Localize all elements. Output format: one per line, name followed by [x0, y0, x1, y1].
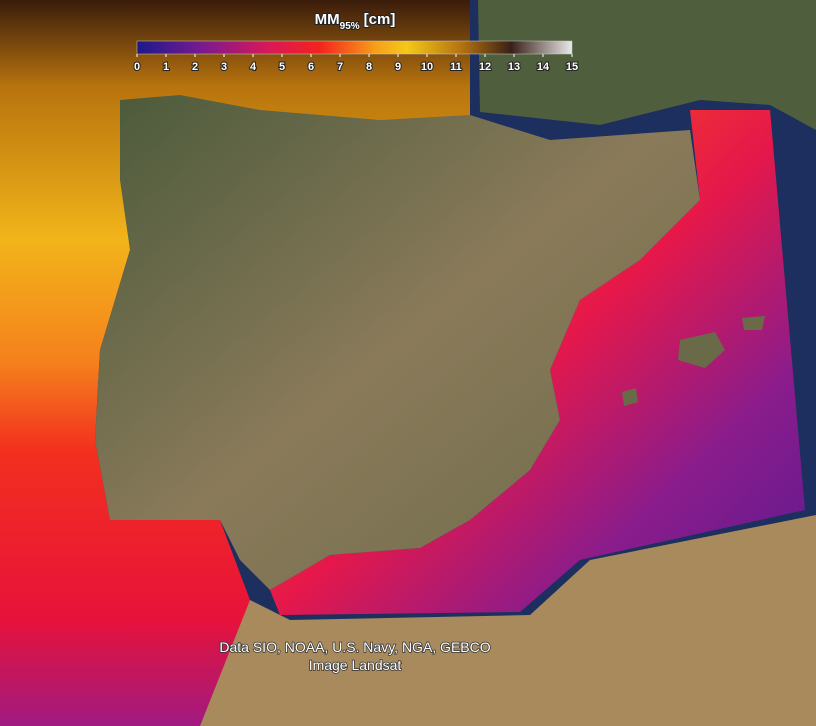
colorbar-tick-label: 9	[395, 61, 401, 73]
africa-land	[200, 515, 816, 726]
title-main: MM	[315, 11, 340, 28]
colorbar-tick-label: 14	[537, 61, 550, 73]
colorbar-tick-label: 10	[421, 61, 433, 73]
mallorca	[678, 332, 725, 368]
ibiza	[622, 388, 638, 406]
colorbar-tick-label: 13	[508, 61, 520, 73]
colorbar-tick-label: 8	[366, 61, 372, 73]
attribution: Data SIO, NOAA, U.S. Navy, NGA, GEBCO	[219, 639, 490, 655]
title-unit: [cm]	[364, 11, 396, 28]
attribution: Image Landsat	[309, 657, 402, 673]
france-land	[478, 0, 816, 130]
colorbar-tick-label: 0	[134, 61, 140, 73]
colorbar-tick-label: 3	[221, 61, 227, 73]
colorbar-tick-label: 6	[308, 61, 314, 73]
mediterranean-field	[270, 110, 805, 615]
colorbar-tick-label: 12	[479, 61, 491, 73]
colorbar-tick-label: 11	[450, 61, 462, 73]
colorbar-tick-label: 7	[337, 61, 343, 73]
colorbar	[136, 40, 573, 55]
menorca	[742, 316, 765, 330]
title-subscript: 95%	[340, 21, 360, 32]
atlantic-field	[0, 0, 470, 726]
colorbar-tick-label: 15	[566, 61, 578, 73]
iberia-land	[95, 95, 700, 590]
colorbar-title: MM95% [cm]	[315, 11, 396, 32]
colorbar-tick-label: 5	[279, 61, 285, 73]
colorbar-tick-label: 4	[250, 61, 257, 73]
colorbar-tick-label: 1	[163, 61, 169, 73]
colorbar-tick-label: 2	[192, 61, 198, 73]
